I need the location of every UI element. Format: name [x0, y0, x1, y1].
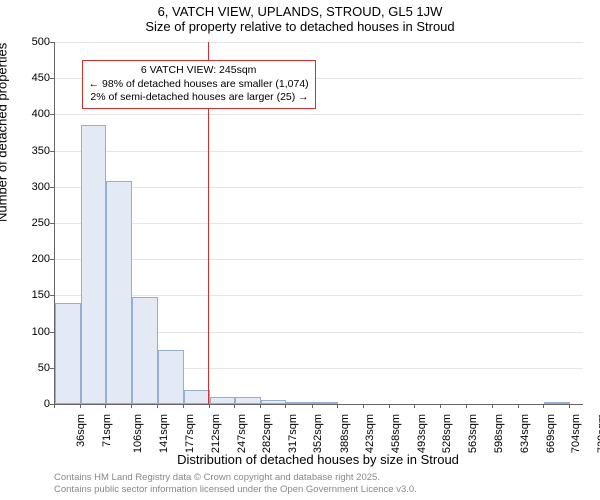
- gridline-h: [55, 151, 583, 152]
- xtick-mark: [54, 404, 55, 408]
- gridline-h: [55, 42, 583, 43]
- ytick-label: 500: [10, 36, 50, 48]
- ytick-mark: [50, 368, 54, 369]
- xtick-mark: [569, 404, 570, 408]
- ytick-label: 450: [10, 72, 50, 84]
- footnote-1: Contains HM Land Registry data © Crown c…: [54, 472, 380, 483]
- xtick-mark: [337, 404, 338, 408]
- histogram-bar: [132, 297, 158, 404]
- ytick-label: 150: [10, 289, 50, 301]
- xtick-mark: [466, 404, 467, 408]
- xtick-mark: [234, 404, 235, 408]
- title-block: 6, VATCH VIEW, UPLANDS, STROUD, GL5 1JW …: [0, 0, 600, 34]
- xtick-mark: [260, 404, 261, 408]
- histogram-bar: [313, 402, 339, 404]
- ytick-label: 0: [10, 398, 50, 410]
- xtick-label: 247sqm: [236, 414, 248, 453]
- xtick-label: 36sqm: [75, 414, 87, 447]
- xtick-label: 634sqm: [519, 414, 531, 453]
- annotation-line-1: ← 98% of detached houses are smaller (1,…: [89, 78, 309, 92]
- ytick-label: 250: [10, 217, 50, 229]
- xtick-label: 563sqm: [467, 414, 479, 453]
- title-line-2: Size of property relative to detached ho…: [0, 19, 600, 34]
- histogram-bar: [158, 350, 184, 404]
- xtick-label: 423sqm: [365, 414, 377, 453]
- annotation-header: 6 VATCH VIEW: 245sqm: [89, 64, 309, 78]
- ytick-mark: [50, 187, 54, 188]
- ytick-mark: [50, 78, 54, 79]
- xtick-mark: [312, 404, 313, 408]
- xtick-label: 598sqm: [493, 414, 505, 453]
- xtick-label: 669sqm: [545, 414, 557, 453]
- histogram-bar: [210, 397, 236, 404]
- annotation-line-2: 2% of semi-detached houses are larger (2…: [89, 91, 309, 105]
- xtick-mark: [389, 404, 390, 408]
- xtick-label: 282sqm: [261, 414, 273, 453]
- xtick-mark: [518, 404, 519, 408]
- gridline-h: [55, 223, 583, 224]
- xtick-mark: [414, 404, 415, 408]
- xtick-mark: [492, 404, 493, 408]
- histogram-bar: [286, 402, 312, 404]
- footnote-2: Contains public sector information licen…: [54, 484, 417, 495]
- xtick-mark: [105, 404, 106, 408]
- ytick-label: 50: [10, 362, 50, 374]
- xtick-label: 71sqm: [101, 414, 113, 447]
- ytick-mark: [50, 295, 54, 296]
- histogram-bar: [106, 181, 132, 404]
- xtick-mark: [543, 404, 544, 408]
- ytick-label: 400: [10, 108, 50, 120]
- ytick-mark: [50, 151, 54, 152]
- gridline-h: [55, 259, 583, 260]
- ytick-mark: [50, 259, 54, 260]
- annotation-box: 6 VATCH VIEW: 245sqm← 98% of detached ho…: [82, 60, 316, 109]
- ytick-mark: [50, 332, 54, 333]
- title-line-1: 6, VATCH VIEW, UPLANDS, STROUD, GL5 1JW: [0, 4, 600, 19]
- ytick-label: 100: [10, 326, 50, 338]
- ytick-mark: [50, 42, 54, 43]
- ytick-label: 300: [10, 181, 50, 193]
- ytick-label: 350: [10, 145, 50, 157]
- xtick-mark: [363, 404, 364, 408]
- histogram-bar: [184, 390, 210, 404]
- histogram-bar: [235, 397, 261, 404]
- gridline-h: [55, 187, 583, 188]
- xtick-label: 458sqm: [390, 414, 402, 453]
- xtick-mark: [80, 404, 81, 408]
- xtick-mark: [183, 404, 184, 408]
- xtick-label: 141sqm: [158, 414, 170, 453]
- ytick-mark: [50, 223, 54, 224]
- xtick-label: 493sqm: [416, 414, 428, 453]
- xtick-mark: [209, 404, 210, 408]
- x-axis-title: Distribution of detached houses by size …: [54, 452, 582, 467]
- xtick-label: 212sqm: [210, 414, 222, 453]
- xtick-label: 317sqm: [287, 414, 299, 453]
- xtick-label: 106sqm: [132, 414, 144, 453]
- ytick-mark: [50, 114, 54, 115]
- xtick-label: 704sqm: [570, 414, 582, 453]
- y-axis-title: Number of detached properties: [0, 43, 10, 222]
- chart-root: 6, VATCH VIEW, UPLANDS, STROUD, GL5 1JW …: [0, 0, 600, 500]
- xtick-mark: [440, 404, 441, 408]
- histogram-bar: [261, 400, 287, 404]
- histogram-bar: [81, 125, 107, 404]
- histogram-bar: [544, 402, 570, 404]
- xtick-mark: [157, 404, 158, 408]
- gridline-h: [55, 114, 583, 115]
- xtick-mark: [285, 404, 286, 408]
- xtick-label: 177sqm: [184, 414, 196, 453]
- xtick-label: 388sqm: [339, 414, 351, 453]
- xtick-label: 739sqm: [596, 414, 600, 453]
- xtick-mark: [131, 404, 132, 408]
- histogram-bar: [55, 303, 81, 404]
- ytick-label: 200: [10, 253, 50, 265]
- xtick-label: 352sqm: [313, 414, 325, 453]
- xtick-label: 528sqm: [441, 414, 453, 453]
